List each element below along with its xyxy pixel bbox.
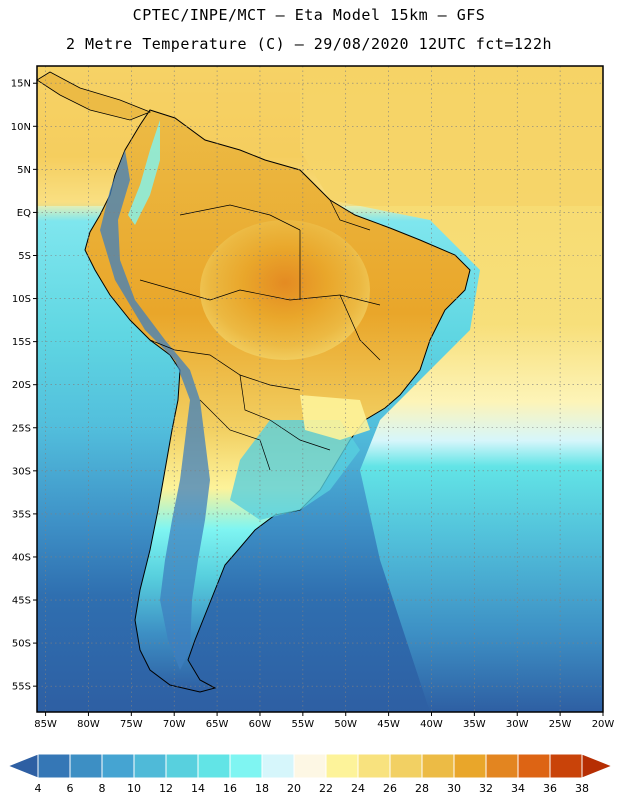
colorbar-label: 18 <box>255 782 269 795</box>
lat-tick-label: 25S <box>12 423 31 434</box>
northern-andes <box>128 120 160 225</box>
colorbar-swatch <box>197 753 231 779</box>
colorbar-label: 32 <box>479 782 493 795</box>
temperature-field <box>37 66 603 712</box>
colorbar-label: 38 <box>575 782 589 795</box>
pampas-cool-region <box>230 420 360 520</box>
colorbar-label: 30 <box>447 782 461 795</box>
colorbar: 4 6 8 10 12 14 16 18 20 22 24 26 28 30 32 34 36 38 <box>6 753 614 795</box>
lon-tick-label: 25W <box>549 719 572 730</box>
colorbar-swatch <box>517 753 551 779</box>
lat-tick-label: 55S <box>12 682 31 693</box>
lat-tick-label: 45S <box>12 596 31 607</box>
longitude-labels: 85W 80W 75W 70W 65W 60W 55W 50W 45W 40W 35W 30W 25W 2… <box>34 712 614 730</box>
lat-tick-label: 40S <box>12 552 31 563</box>
colorbar-max-arrow <box>581 753 614 779</box>
colorbar-label: 12 <box>159 782 173 795</box>
colorbar-swatch <box>293 753 327 779</box>
lon-tick-label: 50W <box>334 719 357 730</box>
colorbar-swatch <box>37 753 71 779</box>
lon-tick-label: 55W <box>292 719 315 730</box>
colorbar-label: 36 <box>543 782 557 795</box>
colorbar-label: 4 <box>35 782 42 795</box>
colorbar-label: 28 <box>415 782 429 795</box>
colorbar-label: 6 <box>67 782 74 795</box>
colorbar-swatch <box>453 753 487 779</box>
lon-tick-label: 65W <box>206 719 229 730</box>
colorbar-swatch <box>229 753 263 779</box>
lat-tick-label: 20S <box>12 380 31 391</box>
colorbar-swatch <box>485 753 519 779</box>
lat-tick-label: 15S <box>12 337 31 348</box>
map-frame <box>36 65 604 713</box>
lat-tick-label: 15N <box>11 79 31 90</box>
colorbar-label: 16 <box>223 782 237 795</box>
colorbar-swatch <box>389 753 423 779</box>
andes-cold-ridge <box>100 150 210 670</box>
central-america-land <box>37 71 152 121</box>
lat-tick-label: 5S <box>18 251 31 262</box>
colorbar-swatch <box>421 753 455 779</box>
colorbar-label: 20 <box>287 782 301 795</box>
colorbar-label: 34 <box>511 782 525 795</box>
colorbar-label: 22 <box>319 782 333 795</box>
lat-tick-label: 10S <box>12 294 31 305</box>
colorbar-swatch <box>261 753 295 779</box>
lon-tick-label: 45W <box>377 719 400 730</box>
lon-tick-label: 70W <box>163 719 186 730</box>
lon-tick-label: 20W <box>592 719 615 730</box>
lon-tick-label: 85W <box>34 719 57 730</box>
lat-tick-label: 50S <box>12 639 31 650</box>
colorbar-label: 26 <box>383 782 397 795</box>
amazon-hot-region <box>200 220 370 360</box>
colorbar-swatch <box>101 753 135 779</box>
colorbar-swatch <box>133 753 167 779</box>
lat-tick-label: 35S <box>12 509 31 520</box>
colorbar-label: 8 <box>99 782 106 795</box>
colorbar-swatch <box>549 753 583 779</box>
colorbar-label: 14 <box>191 782 205 795</box>
colorbar-label: 24 <box>351 782 365 795</box>
lon-tick-label: 40W <box>420 719 443 730</box>
lon-tick-label: 60W <box>249 719 272 730</box>
lat-tick-label: 5N <box>17 165 31 176</box>
lon-tick-label: 75W <box>120 719 143 730</box>
lon-tick-label: 30W <box>506 719 529 730</box>
atlantic-ocean-field <box>300 66 603 712</box>
colorbar-min-arrow <box>6 753 39 779</box>
lon-tick-label: 80W <box>77 719 100 730</box>
colorbar-swatch <box>69 753 103 779</box>
colorbar-swatch <box>357 753 391 779</box>
southern-brazil-mild <box>300 395 370 440</box>
colorbar-label: 10 <box>127 782 141 795</box>
country-borders <box>139 199 381 471</box>
colorbar-swatch <box>165 753 199 779</box>
lat-tick-label: 10N <box>11 122 31 133</box>
colorbar-swatch <box>325 753 359 779</box>
lon-tick-label: 35W <box>463 719 486 730</box>
lat-tick-label: 30S <box>12 466 31 477</box>
lat-tick-label: EQ <box>17 208 31 219</box>
title-line-1: CPTEC/INPE/MCT – Eta Model 15km – GFS <box>132 6 486 24</box>
title-line-2: 2 Metre Temperature (C) – 29/08/2020 12U… <box>65 35 553 53</box>
latitude-labels: 15N 10N 5N EQ 5S 10S 15S 20S 25S 30S 35S 40S 45S 50S 5… <box>11 79 37 693</box>
